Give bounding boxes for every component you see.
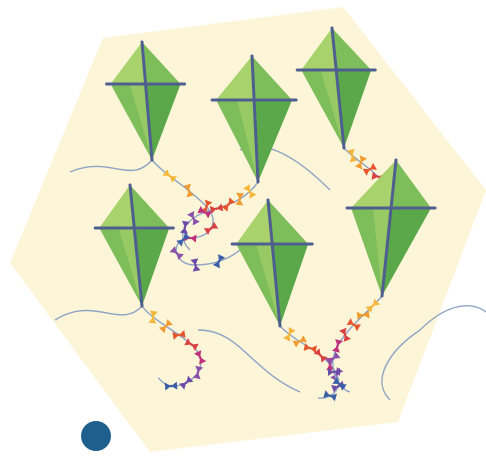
kites [93,26,437,328]
tail-bow [323,390,338,402]
tail-bow [158,319,173,334]
tail-bow [235,192,245,206]
tail-bow [190,258,201,272]
kite [345,158,437,298]
kite-spine [380,158,398,298]
tail-bow [362,162,378,176]
tail-bow [332,377,347,391]
tail-bow [172,330,186,340]
tail-bow [356,310,370,320]
tail-bow [203,221,219,235]
circle-icon [81,421,111,451]
tail-bow [176,232,191,247]
kite-spine [266,198,282,328]
kite-tails [54,145,486,402]
tail-bow [193,350,207,365]
kite-string [69,159,153,173]
kite [210,54,298,184]
tail-bow [180,220,190,234]
tail-bow [327,367,341,377]
tail-bow [346,318,361,332]
tail-bow [162,169,177,183]
kite-spine [140,40,154,162]
kite [105,40,187,162]
kite-string [54,305,143,321]
kite [230,198,314,328]
kite-spine [330,26,346,150]
tail-bow [192,365,204,380]
tail-bow [354,155,368,170]
tail-bow [184,338,199,351]
kite-string [197,329,301,393]
kite-string [419,305,486,331]
tail-bow [292,335,307,348]
tail-bow [303,343,317,354]
kite [93,183,175,308]
tail-bow [346,148,358,163]
tail-bow [326,351,341,366]
kite-string [381,329,421,401]
tail-bow [313,348,328,363]
tail-bow [212,254,226,269]
kite [295,26,377,150]
tail-bow [187,211,200,226]
tail-bow [339,327,351,342]
tail-bow [169,246,184,261]
tail-bow [164,381,178,391]
tail-bow [179,375,194,390]
tail-bow [197,206,212,219]
tail-bow [209,203,224,214]
kite-spine [128,183,144,308]
tail-bow [365,298,380,313]
tail-bow [283,327,296,342]
tail-bow [243,184,257,199]
tail-bow [221,197,236,212]
tail-bow [183,183,195,198]
tail-bow [332,339,343,353]
tail-bow [148,310,158,324]
kite-spine [250,54,260,184]
